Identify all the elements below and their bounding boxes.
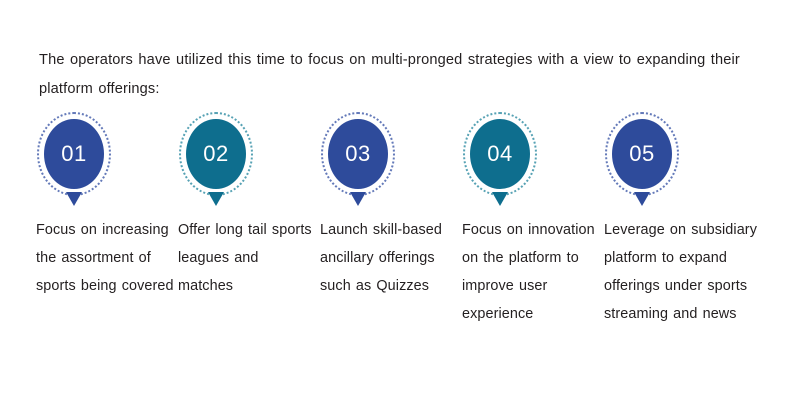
step-column: 02 Offer long tail sports leagues and ma… xyxy=(178,112,320,300)
pin-marker-02: 02 xyxy=(179,112,255,206)
pin-marker-03: 03 xyxy=(321,112,397,206)
step-column: 05 Leverage on subsidiary platform to ex… xyxy=(604,112,757,328)
step-caption: Launch skill-based ancillary offerings s… xyxy=(320,222,442,294)
step-column: 03 Launch skill-based ancillary offering… xyxy=(320,112,462,300)
pin-number-label: 05 xyxy=(629,141,655,166)
pin-circle: 03 xyxy=(328,119,388,189)
step-caption: Leverage on subsidiary platform to expan… xyxy=(604,222,757,322)
pin-tip-icon xyxy=(350,192,366,206)
pin-circle: 04 xyxy=(470,119,530,189)
pin-tip-icon xyxy=(634,192,650,206)
pin-number-label: 02 xyxy=(203,141,229,166)
pin-circle: 05 xyxy=(612,119,672,189)
pin-marker-05: 05 xyxy=(605,112,681,206)
pin-marker-01: 01 xyxy=(37,112,113,206)
pin-tip-icon xyxy=(66,192,82,206)
step-caption: Offer long tail sports leagues and match… xyxy=(178,222,312,294)
pin-number-label: 03 xyxy=(345,141,371,166)
pin-circle: 01 xyxy=(44,119,104,189)
step-caption: Focus on increasing the assortment of sp… xyxy=(36,222,174,294)
pin-tip-icon xyxy=(492,192,508,206)
intro-paragraph: The operators have utilized this time to… xyxy=(39,51,740,97)
pin-number-label: 04 xyxy=(487,141,513,166)
pin-circle: 02 xyxy=(186,119,246,189)
pin-marker-04: 04 xyxy=(463,112,539,206)
pin-tip-icon xyxy=(208,192,224,206)
steps-row: 01 Focus on increasing the assortment of… xyxy=(36,112,784,328)
step-column: 04 Focus on innovation on the platform t… xyxy=(462,112,604,328)
pin-number-label: 01 xyxy=(61,141,87,166)
step-caption: Focus on innovation on the platform to i… xyxy=(462,222,595,322)
step-column: 01 Focus on increasing the assortment of… xyxy=(36,112,178,300)
